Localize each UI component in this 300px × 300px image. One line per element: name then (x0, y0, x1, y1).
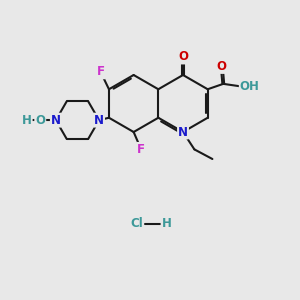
Text: Cl: Cl (130, 217, 143, 230)
Text: F: F (137, 143, 145, 156)
Text: N: N (51, 114, 61, 127)
Text: O: O (178, 50, 188, 64)
Text: O: O (217, 60, 227, 73)
Text: OH: OH (240, 80, 260, 93)
Text: N: N (178, 125, 188, 139)
Text: H: H (22, 114, 32, 127)
Text: H: H (162, 217, 171, 230)
Text: F: F (97, 65, 105, 78)
Text: N: N (94, 114, 104, 127)
Text: O: O (35, 114, 45, 127)
